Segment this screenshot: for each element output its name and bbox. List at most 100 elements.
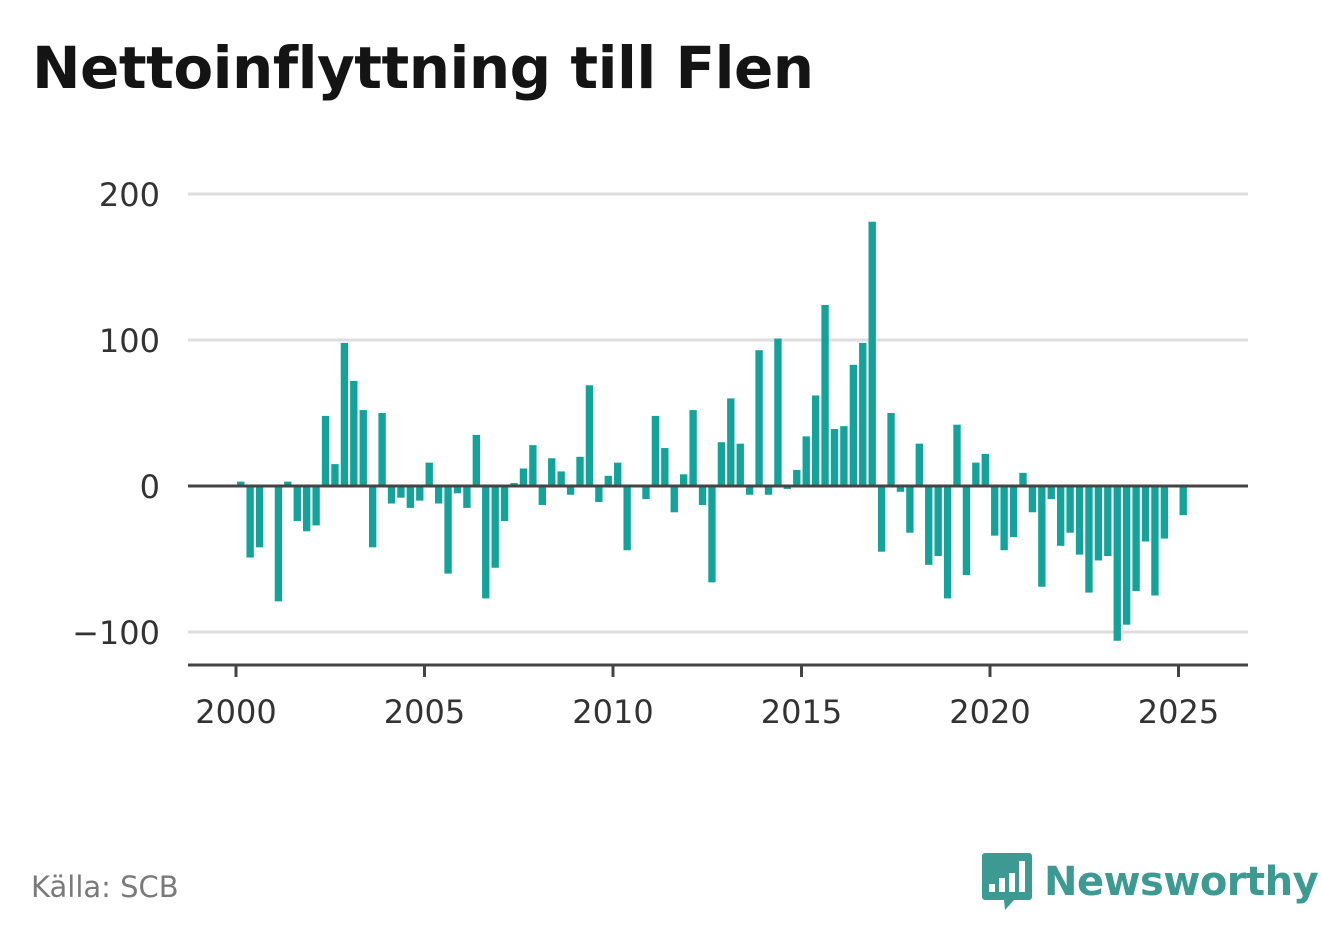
bar [981, 453, 989, 486]
bar [472, 434, 481, 486]
bar [623, 486, 631, 551]
bar [868, 221, 876, 487]
bar [1028, 486, 1037, 513]
bar [1179, 486, 1187, 516]
bar [378, 413, 386, 486]
y-tick-label: −100 [72, 614, 160, 652]
bar [576, 456, 584, 486]
bar [321, 415, 330, 486]
bar [1066, 486, 1074, 533]
bar [1104, 486, 1112, 557]
bar [482, 486, 490, 599]
bar [925, 486, 933, 565]
bar [1085, 486, 1093, 593]
bar [727, 398, 735, 486]
bar [491, 486, 499, 568]
bar [915, 443, 923, 486]
x-tick-label: 2015 [761, 693, 842, 731]
bar [1160, 486, 1169, 539]
gridlines [188, 192, 1248, 634]
bar [359, 410, 367, 486]
bar [237, 481, 245, 486]
bar [312, 486, 320, 526]
bars [237, 221, 1187, 641]
bar [397, 486, 405, 498]
bar [500, 486, 509, 522]
bar [991, 486, 999, 536]
bar [661, 448, 669, 486]
bar [934, 486, 942, 557]
bar [943, 486, 952, 599]
bar [425, 462, 433, 486]
bar [274, 486, 283, 602]
bar [614, 462, 622, 486]
bar [368, 486, 377, 548]
source-label: Källa: SCB [31, 870, 179, 904]
bar [1038, 486, 1046, 587]
bar [387, 486, 396, 504]
bar [1151, 486, 1159, 596]
bar [1057, 486, 1065, 546]
bar [246, 486, 254, 558]
bar [774, 338, 782, 486]
bar [416, 486, 424, 501]
bar [1019, 472, 1027, 486]
bar [255, 486, 264, 548]
bar [529, 445, 537, 486]
bar [519, 468, 528, 486]
bar [717, 442, 726, 486]
bar [604, 475, 612, 486]
bar [538, 486, 546, 505]
bar [821, 304, 829, 486]
bar [350, 380, 358, 486]
bar [1141, 486, 1150, 542]
bar [755, 350, 763, 486]
x-tick-label: 2020 [949, 693, 1030, 731]
bar [1132, 486, 1140, 592]
bar [340, 342, 349, 486]
bar [698, 486, 707, 505]
bar [859, 342, 867, 486]
bar [670, 486, 678, 513]
bar [557, 471, 565, 486]
bar [906, 486, 914, 533]
bar [830, 429, 839, 486]
bar [1009, 486, 1018, 538]
bar [689, 410, 697, 486]
bar [293, 486, 301, 522]
y-tick-label: 0 [140, 468, 160, 506]
x-tick-label: 2005 [384, 693, 465, 731]
bar [736, 443, 744, 486]
bar [953, 424, 961, 486]
bar [434, 486, 443, 504]
bar [745, 486, 754, 495]
bar [680, 474, 688, 486]
bar [1094, 486, 1103, 561]
bar [585, 385, 594, 486]
chart-title: Nettoinflyttning till Flen [32, 34, 814, 102]
y-tick-label: 100 [99, 322, 160, 360]
bar [566, 486, 575, 495]
newsworthy-brand[interactable]: Newsworthy [980, 850, 1319, 914]
bar [972, 462, 980, 486]
bar [840, 426, 848, 486]
bar [877, 486, 886, 552]
y-tick-label: 200 [99, 176, 160, 214]
bar [887, 413, 895, 486]
bar [331, 464, 339, 486]
axes: 200 100 0 −100 2000 2005 2010 2015 2020 2025 [72, 176, 1248, 731]
x-tick-label: 2010 [572, 693, 653, 731]
bar [802, 436, 810, 486]
brand-name: Newsworthy [1044, 859, 1319, 905]
x-tick-label: 2025 [1138, 693, 1219, 731]
bar [642, 486, 650, 500]
bar [406, 486, 415, 508]
bar [1075, 486, 1084, 555]
bar [708, 486, 716, 583]
bar [1122, 486, 1131, 625]
bar [453, 486, 462, 494]
bar [595, 486, 603, 503]
bar [962, 486, 971, 576]
bar [811, 395, 820, 486]
